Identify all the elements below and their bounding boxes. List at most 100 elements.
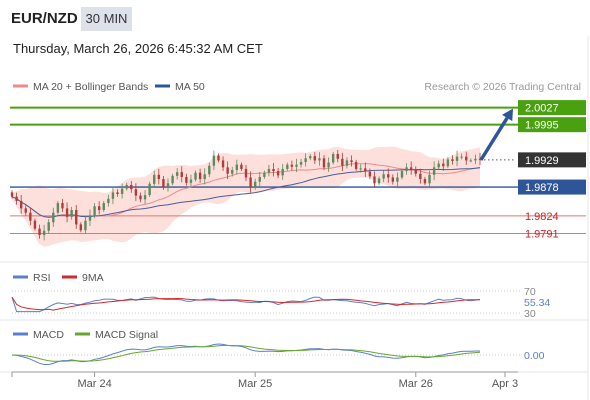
legend-group: MA 20 + Bollinger Bands MA 50 Research ©… [13,81,581,341]
candle-body [171,175,174,184]
candle-body [465,156,468,161]
candle-body [359,168,362,170]
candle-body [373,176,376,184]
legend-macd-label: MACD [33,329,64,341]
candle-body [56,203,60,213]
candle-body [478,158,482,160]
candle-body [134,189,138,196]
bollinger-band [12,146,480,247]
candle-body [391,177,395,182]
candle-body [318,158,321,161]
forecast-arrow-head [502,108,513,122]
legend-macd-swatch [13,332,28,336]
candle-body [61,203,64,209]
candle-body [130,184,133,190]
macd-panel: 0.00 [11,343,545,365]
candle-body [93,206,96,216]
candle-body [52,212,55,223]
rsi-line [11,296,481,313]
rsi-tick-70: 70 [524,286,536,298]
rsi-ma-line [11,296,480,311]
candle-body [286,164,289,169]
candle-body [350,160,353,162]
level-label-4: 1.9824 [525,211,559,223]
candle-body [258,176,261,182]
legend-macd-signal-label: MACD Signal [95,329,158,341]
candle-body [231,170,234,174]
candle-body [33,220,37,229]
candle-body [24,208,27,213]
candle-body [377,178,381,184]
candle-body [75,210,78,225]
candle-body [84,220,87,231]
level-label-2: 1.9995 [525,120,559,132]
candle-body [423,179,427,184]
candle-body [437,163,440,168]
level-label-bg-2 [518,117,586,133]
candle-body [341,158,344,166]
candle-body [175,172,179,176]
candle-body [217,155,220,161]
level-label-3: 1.9878 [525,182,559,194]
candle-body [368,171,372,177]
candle-body [276,171,280,176]
candle-body [15,196,18,201]
level-label-5: 1.9791 [525,228,559,240]
level-label-bg-3 [518,179,586,195]
candle-body [116,192,119,194]
datetime-label: Thursday, March 26, 2026 6:45:32 AM CET [13,41,263,56]
candle-body [208,165,211,175]
candle-body [382,174,385,179]
forecast-arrow-group [479,108,513,161]
candle-body [166,183,170,188]
candle-body [148,183,151,196]
x-tick-label: Mar 25 [238,378,272,390]
candle-body [290,164,294,167]
candle-body [70,210,73,217]
candle-body [400,171,404,178]
candle-body [180,172,183,177]
candle-body [38,228,41,236]
candle-body [364,168,367,172]
copyright-label: Research © 2026 Trading Central [424,81,581,93]
candle-body [474,158,477,161]
candle-body [428,174,431,184]
candle-body [189,179,193,183]
candle-body [409,167,413,170]
candle-body [198,172,202,180]
candle-body [111,192,115,199]
candle-body [414,169,417,174]
x-tick-label: Apr 3 [492,378,518,390]
candle-body [185,176,188,183]
legend-rsi-label: RSI [33,272,51,284]
candle-body [88,215,92,221]
macd-value-label: 0.00 [524,350,545,362]
candle-body [212,155,216,166]
chart-header: EUR/NZD 30 MIN [0,0,590,36]
candle-body [469,160,473,162]
forecast-arrow-shaft [479,117,509,161]
candle-body [442,163,445,167]
x-axis: Mar 24 Mar 25 Mar 26 Apr 3 [11,371,518,390]
candle-body [419,173,422,180]
legend-rsi-ma-swatch [62,275,77,279]
candle-body [331,154,335,163]
candle-body [345,160,349,166]
candle-body [162,179,165,188]
candle-body [65,208,69,217]
candle-body [455,156,459,161]
candle-body [235,164,239,170]
candle-body [244,168,248,178]
candle-body [203,174,206,180]
legend-ma20-swatch [13,84,28,88]
candle-body [139,195,142,200]
candle-body [29,212,32,221]
timeframe-badge[interactable]: 30 MIN [81,7,132,31]
candle-body [405,167,408,172]
candle-body [263,172,266,177]
legend-rsi-swatch [13,275,28,279]
candle-body [299,162,303,165]
candle-body [143,195,147,200]
candle-body [446,159,450,167]
